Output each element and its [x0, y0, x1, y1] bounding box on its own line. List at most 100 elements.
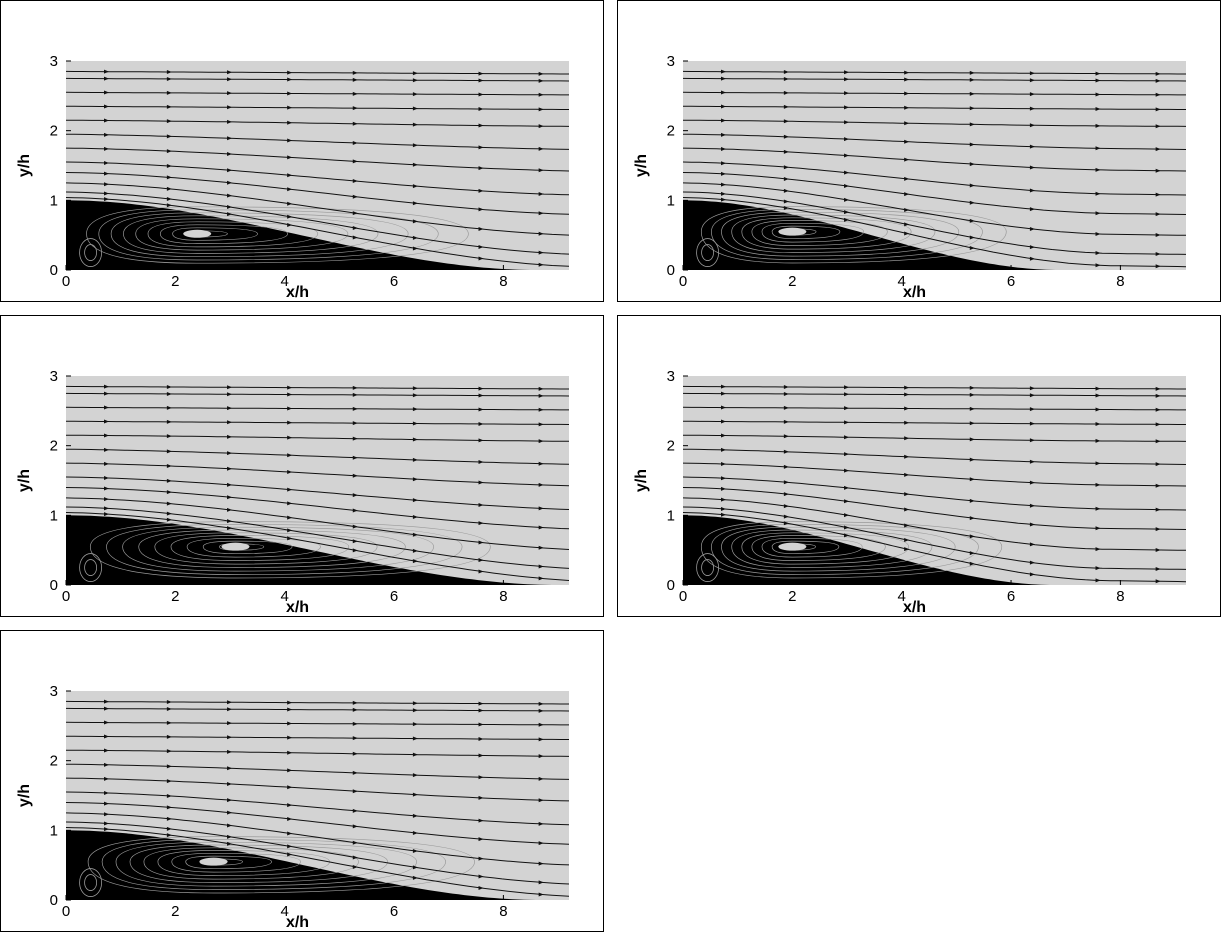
- streamline-arrow: [104, 419, 110, 424]
- streamline-arrow: [352, 864, 358, 869]
- streamline-arrow: [783, 521, 789, 526]
- streamline-arrow: [783, 449, 789, 454]
- streamline-arrow: [352, 789, 358, 794]
- streamline-arrow: [166, 490, 172, 495]
- streamline-arrow: [478, 885, 484, 890]
- flow-streamline: [66, 448, 569, 465]
- streamline-arrow: [904, 157, 910, 162]
- streamline-arrow: [721, 462, 727, 467]
- streamline-arrow: [1095, 231, 1101, 236]
- streamline-arrow: [844, 210, 850, 215]
- y-tick-label: 1: [667, 507, 675, 524]
- streamline-arrow: [1155, 547, 1161, 552]
- streamline-arrow: [969, 534, 975, 539]
- streamline-arrow: [478, 207, 484, 212]
- streamline-arrow: [227, 495, 233, 500]
- streamline-arrow: [227, 735, 233, 740]
- streamline-arrow: [412, 813, 418, 818]
- flow-streamline: [683, 487, 1186, 530]
- streamline-arrow: [166, 186, 172, 191]
- streamline-arrow: [969, 91, 975, 96]
- vortex-streamline: [751, 535, 886, 561]
- streamline-arrow: [538, 776, 544, 781]
- streamline-arrow: [352, 77, 358, 82]
- streamline-arrow: [721, 76, 727, 81]
- y-axis-label: y/h: [16, 469, 33, 492]
- streamline-arrow: [1029, 245, 1035, 250]
- vortex-streamline: [711, 209, 983, 260]
- streamline-arrow: [227, 152, 233, 157]
- streamline-arrow: [412, 722, 418, 727]
- streamline-arrow: [969, 218, 975, 223]
- streamline-arrow: [227, 766, 233, 771]
- y-tick-label: 3: [50, 53, 58, 70]
- streamline-arrow: [412, 773, 418, 778]
- streamline-arrow: [904, 192, 910, 197]
- streamline-arrow: [904, 436, 910, 441]
- streamline-arrow: [166, 119, 172, 124]
- streamline-arrow: [538, 92, 544, 97]
- streamline-arrow: [783, 165, 789, 170]
- streamline-arrow: [1155, 124, 1161, 129]
- streamline-arrow: [1029, 572, 1035, 577]
- streamline-arrow: [904, 454, 910, 459]
- streamline-arrow: [287, 721, 293, 726]
- flow-streamline: [66, 827, 569, 897]
- streamline-arrow: [166, 405, 172, 410]
- vortex-streamline: [172, 227, 258, 241]
- streamline-arrow: [721, 497, 727, 502]
- streamline-arrow: [412, 515, 418, 520]
- streamline-arrow: [844, 392, 850, 397]
- streamline-arrow: [412, 437, 418, 442]
- x-tick-label: 2: [171, 588, 179, 605]
- streamline-arrow: [904, 472, 910, 477]
- streamline-arrow: [1155, 71, 1161, 76]
- flow-streamline: [66, 385, 569, 390]
- streamline-arrow: [412, 122, 418, 127]
- streamline-arrow: [969, 551, 975, 556]
- flow-streamline: [683, 197, 1186, 268]
- flow-streamline: [66, 812, 569, 866]
- vortex-streamline: [138, 529, 406, 568]
- flow-streamline: [66, 161, 569, 196]
- streamline-arrow: [352, 770, 358, 775]
- streamline-arrow: [1029, 78, 1035, 83]
- streamline-arrow: [783, 405, 789, 410]
- streamline-arrow: [478, 106, 484, 111]
- streamline-arrow: [166, 164, 172, 169]
- vortex-streamline: [761, 537, 863, 558]
- streamline-arrow: [287, 392, 293, 397]
- streamline-arrow: [969, 200, 975, 205]
- streamline-arrow: [478, 818, 484, 823]
- streamline-arrow: [104, 720, 110, 725]
- streamline-arrow: [1155, 92, 1161, 97]
- streamline-arrow: [844, 499, 850, 504]
- streamline-arrow: [478, 874, 484, 879]
- streamline-arrow: [904, 392, 910, 397]
- y-tick-label: 3: [667, 368, 675, 385]
- vortex-streamline: [87, 836, 475, 894]
- streamline-arrow: [166, 197, 172, 202]
- x-tick-label: 8: [499, 588, 507, 605]
- streamline-arrow: [227, 466, 233, 471]
- streamline-arrow: [227, 519, 233, 524]
- streamline-arrow: [844, 153, 850, 158]
- vortex-streamline: [115, 841, 417, 887]
- streamline-arrow: [1029, 407, 1035, 412]
- streamline-arrow: [1029, 560, 1035, 565]
- streamline-arrow: [969, 183, 975, 188]
- streamline-arrow: [721, 161, 727, 166]
- streamline-arrow: [721, 486, 727, 491]
- streamline-arrow: [1095, 191, 1101, 196]
- chart-panel-5: 0 1 2 3 0 2 4 6 8 x/h y/h: [0, 630, 604, 932]
- x-tick-label: 2: [788, 273, 796, 290]
- recirculation-bubble: [66, 515, 559, 585]
- streamline-arrow: [287, 470, 293, 475]
- streamline-arrow: [538, 250, 544, 255]
- streamline-arrow: [227, 781, 233, 786]
- streamline-arrow: [1155, 579, 1161, 584]
- y-tick-label: 2: [667, 438, 675, 455]
- streamline-arrow: [1095, 71, 1101, 76]
- flow-streamline: [66, 791, 569, 826]
- streamline-arrow: [287, 453, 293, 458]
